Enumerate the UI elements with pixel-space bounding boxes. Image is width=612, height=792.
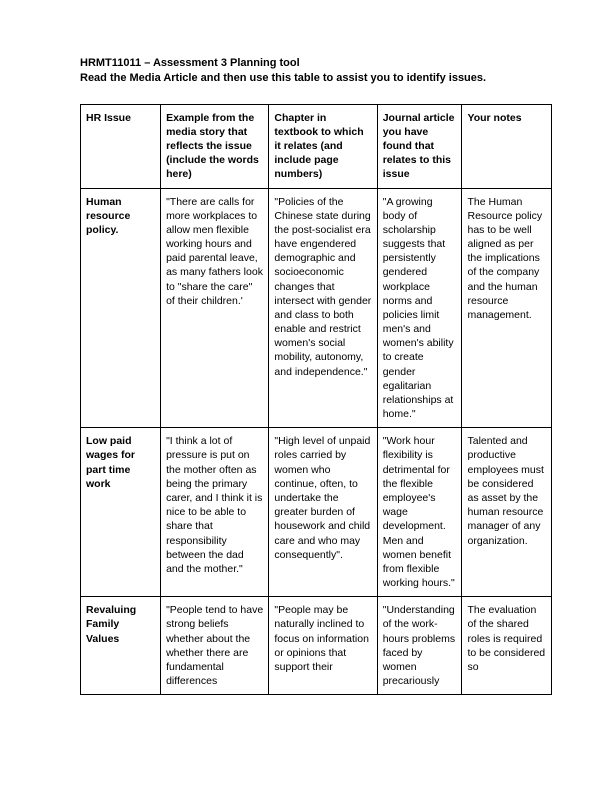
- table-header-row: HR Issue Example from the media story th…: [81, 104, 552, 188]
- cell-issue: Human resource policy.: [81, 188, 161, 428]
- table-row: Human resource policy. "There are calls …: [81, 188, 552, 428]
- cell-example: "People tend to have strong beliefs whet…: [161, 597, 269, 695]
- cell-journal: "Understanding of the work-hours problem…: [377, 597, 462, 695]
- col-hr-issue: HR Issue: [81, 104, 161, 188]
- cell-chapter: "Policies of the Chinese state during th…: [269, 188, 377, 428]
- cell-journal: "Work hour flexibility is detrimental fo…: [377, 428, 462, 597]
- cell-journal: "A growing body of scholarship suggests …: [377, 188, 462, 428]
- col-notes: Your notes: [462, 104, 552, 188]
- cell-chapter: "People may be naturally inclined to foc…: [269, 597, 377, 695]
- cell-issue: Revaluing Family Values: [81, 597, 161, 695]
- cell-notes: Talented and productive employees must b…: [462, 428, 552, 597]
- cell-notes: The Human Resource policy has to be well…: [462, 188, 552, 428]
- heading-line-2: Read the Media Article and then use this…: [80, 72, 486, 84]
- cell-example: "There are calls for more workplaces to …: [161, 188, 269, 428]
- col-example: Example from the media story that reflec…: [161, 104, 269, 188]
- col-journal: Journal article you have found that rela…: [377, 104, 462, 188]
- table-row: Low paid wages for part time work "I thi…: [81, 428, 552, 597]
- col-chapter: Chapter in textbook to which it relates …: [269, 104, 377, 188]
- table-row: Revaluing Family Values "People tend to …: [81, 597, 552, 695]
- cell-issue: Low paid wages for part time work: [81, 428, 161, 597]
- cell-chapter: "High level of unpaid roles carried by w…: [269, 428, 377, 597]
- planning-table: HR Issue Example from the media story th…: [80, 104, 552, 696]
- heading-line-1: HRMT11011 – Assessment 3 Planning tool: [80, 57, 300, 69]
- cell-example: "I think a lot of pressure is put on the…: [161, 428, 269, 597]
- document-heading: HRMT11011 – Assessment 3 Planning tool R…: [80, 56, 552, 86]
- cell-notes: The evaluation of the shared roles is re…: [462, 597, 552, 695]
